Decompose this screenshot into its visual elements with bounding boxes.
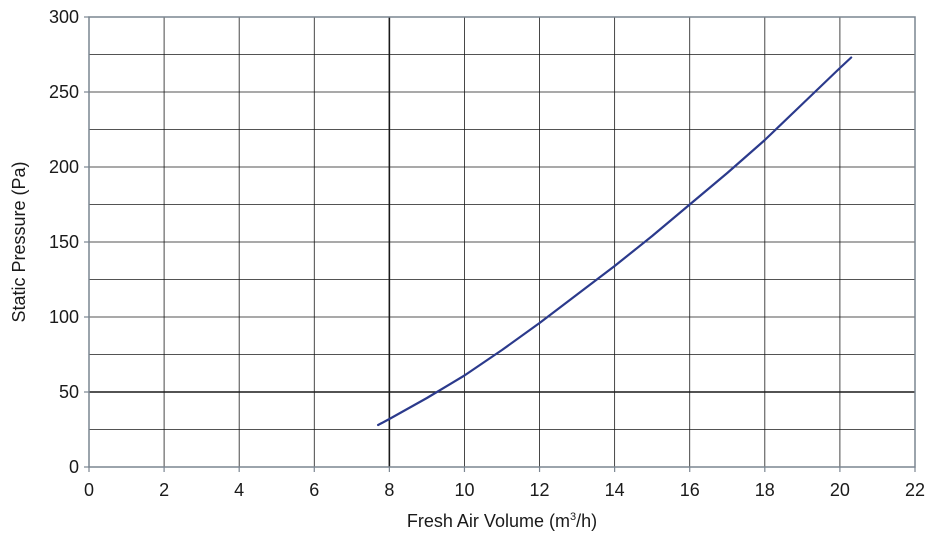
x-axis-title-tail: /h) bbox=[576, 511, 597, 531]
x-tick-label: 0 bbox=[84, 480, 94, 500]
grid bbox=[89, 17, 915, 467]
x-tick-label: 10 bbox=[454, 480, 474, 500]
series-line bbox=[377, 56, 853, 427]
y-tick-label: 300 bbox=[49, 7, 79, 27]
x-tick-label: 20 bbox=[830, 480, 850, 500]
x-tick-label: 12 bbox=[530, 480, 550, 500]
x-axis-title: Fresh Air Volume (m3/h) bbox=[407, 511, 597, 531]
y-tick-label: 250 bbox=[49, 82, 79, 102]
x-tick-label: 22 bbox=[905, 480, 925, 500]
x-axis-title-main: Fresh Air Volume (m bbox=[407, 511, 570, 531]
x-tick-label: 2 bbox=[159, 480, 169, 500]
series-group bbox=[377, 56, 853, 427]
x-tick-label: 4 bbox=[234, 480, 244, 500]
x-tick-label: 8 bbox=[384, 480, 394, 500]
x-tick-labels: 0 2 4 6 8 10 12 14 16 18 20 22 bbox=[84, 467, 925, 500]
y-tick-labels: 0 50 100 150 200 250 300 bbox=[49, 7, 89, 477]
x-axis-title-superscript: 3 bbox=[570, 511, 576, 523]
x-tick-label: 14 bbox=[605, 480, 625, 500]
x-tick-label: 16 bbox=[680, 480, 700, 500]
y-tick-label: 100 bbox=[49, 307, 79, 327]
x-tick-label: 6 bbox=[309, 480, 319, 500]
y-tick-label: 0 bbox=[69, 457, 79, 477]
x-tick-label: 18 bbox=[755, 480, 775, 500]
y-tick-label: 150 bbox=[49, 232, 79, 252]
y-tick-label: 200 bbox=[49, 157, 79, 177]
y-tick-label: 50 bbox=[59, 382, 79, 402]
y-axis-title: Static Pressure (Pa) bbox=[9, 161, 29, 322]
